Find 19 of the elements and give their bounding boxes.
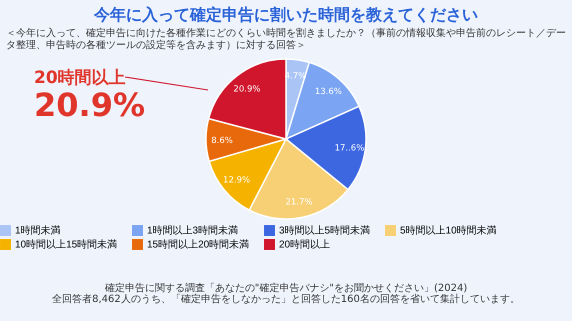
text: 20.9% bbox=[34, 86, 146, 124]
chart-subtitle: ＜今年に入って、確定申告に向けた各種作業にどのくらい時間を割きましたか？（事前の情報収集や申告前のレシート／データ整理、申告時の各種ツールの設定等を含みます）に対する回答＞ bbox=[6, 28, 566, 52]
data-label: 20.9% bbox=[233, 84, 260, 94]
text: 確定申告に関する調査「あなたの"確定申告バナシ"をお聞かせください」(2024) bbox=[104, 283, 468, 294]
chart-title: 今年に入って確定申告に割いた時間を教えてください bbox=[92, 5, 479, 26]
text: 全回答者8,462人のうち、「確定申告をしなかった」と回答した160名の回答を省いて集計しています。 bbox=[51, 294, 521, 305]
legend-label: 5時間以上10時間未満 bbox=[400, 224, 497, 237]
legend-label: 15時間以上20時間未満 bbox=[147, 238, 250, 250]
data-label: 21.7% bbox=[285, 198, 312, 208]
data-label: 12.9% bbox=[223, 176, 250, 186]
data-label: 17..6% bbox=[334, 143, 364, 154]
legend-label: 3時間以上5時間未満 bbox=[279, 224, 370, 237]
legend-label: 1時間以上3時間未満 bbox=[147, 224, 238, 237]
legend-label: 20時間以上 bbox=[279, 238, 330, 250]
legend-label: 10時間以上15時間未満 bbox=[15, 238, 118, 250]
legend-label: 1時間未満 bbox=[15, 224, 61, 237]
data-label: 8.6% bbox=[211, 136, 233, 146]
data-label: 13.6% bbox=[314, 86, 342, 97]
text: 20時間以上 bbox=[34, 67, 126, 89]
